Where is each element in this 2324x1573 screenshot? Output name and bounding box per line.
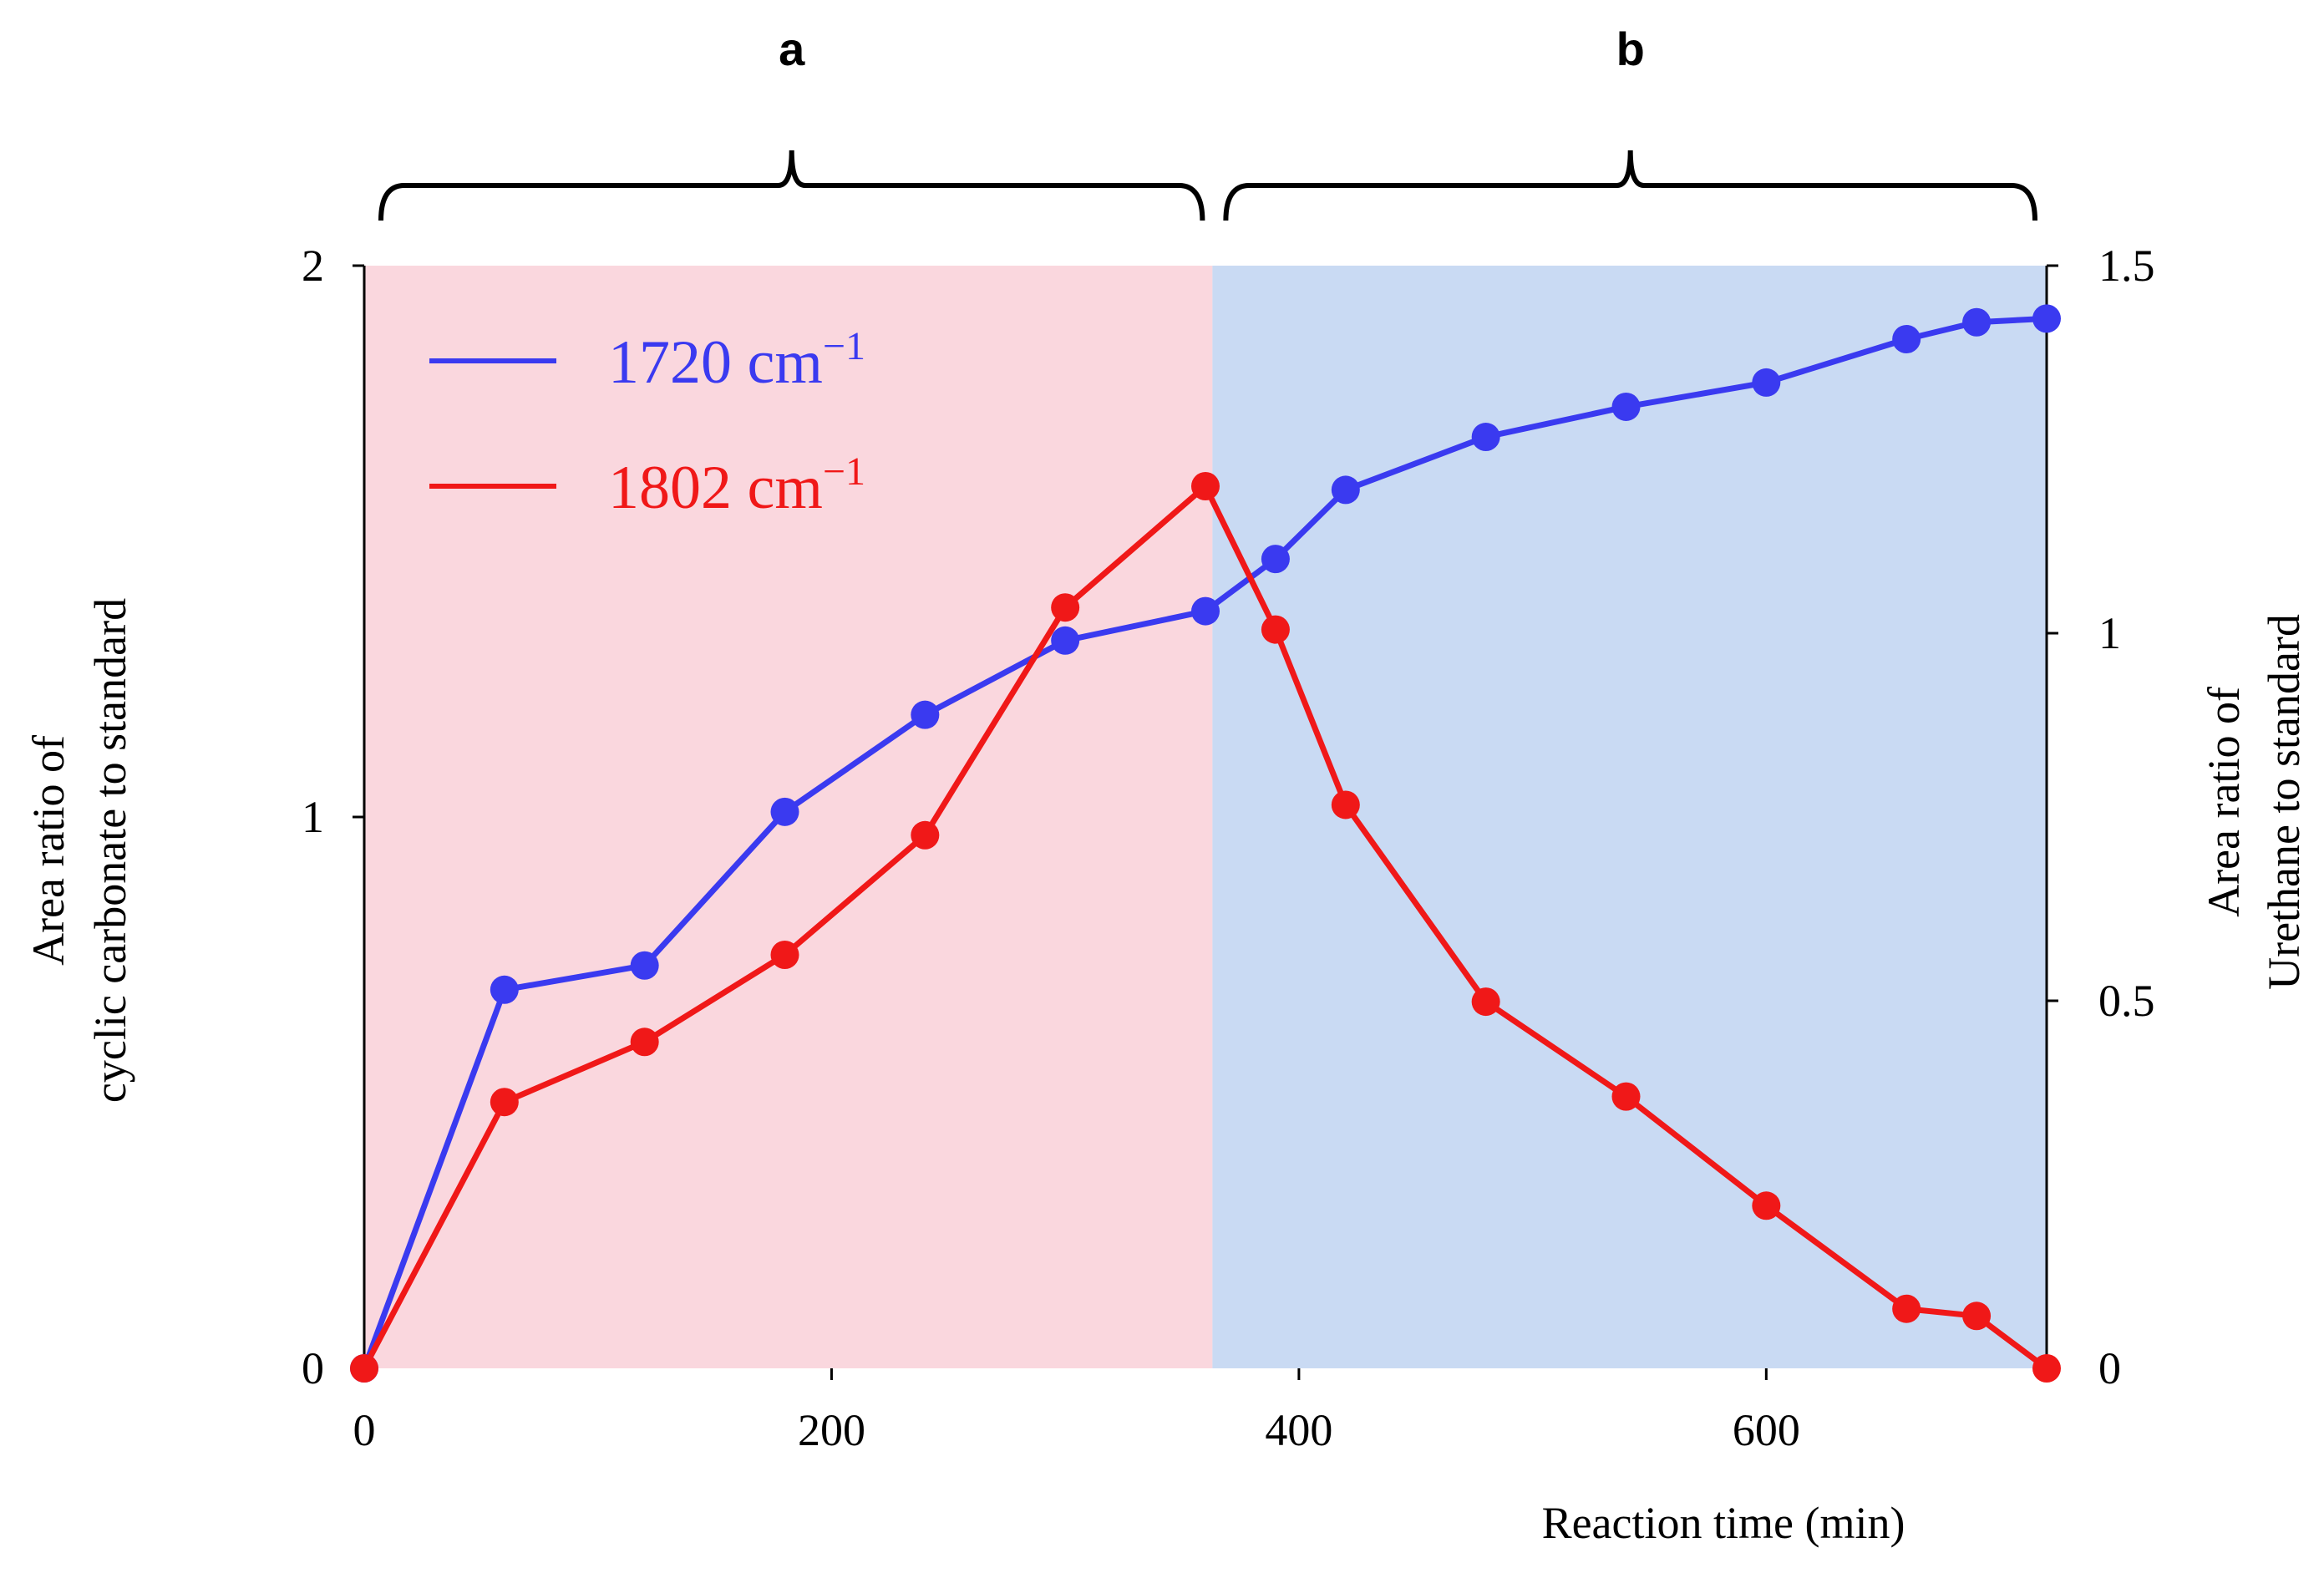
- legend-label-1720: 1720 cm−1: [608, 324, 865, 397]
- y-right-tick-label: 0.5: [2098, 976, 2155, 1026]
- legend-label-1802: 1802 cm−1: [608, 449, 865, 522]
- data-point-1720: [630, 951, 659, 980]
- y-left-tick-label: 2: [302, 241, 324, 291]
- data-point-1720: [1892, 325, 1921, 353]
- data-point-1720: [770, 797, 799, 826]
- data-point-1802: [2032, 1354, 2061, 1383]
- x-tick-label: 200: [798, 1405, 865, 1455]
- y-right-tick-label: 1.5: [2098, 241, 2155, 291]
- data-point-1720: [1611, 392, 1641, 421]
- bracket-a: [378, 150, 1205, 221]
- data-point-1802: [1471, 987, 1500, 1017]
- region-b: [1212, 266, 2047, 1368]
- data-point-1720: [1191, 596, 1220, 626]
- legend: 1720 cm−1 1802 cm−1: [429, 324, 865, 522]
- data-point-1802: [1752, 1191, 1781, 1220]
- data-point-1802: [630, 1028, 659, 1057]
- data-point-1720: [1331, 475, 1360, 505]
- data-point-1720: [2032, 304, 2061, 333]
- data-point-1802: [1261, 615, 1290, 644]
- x-axis-title: Reaction time (min): [1542, 1498, 1905, 1548]
- series: [350, 304, 2061, 1383]
- y-right-axis-title-line-1: Area ratio of: [2199, 687, 2249, 917]
- data-point-1802: [1962, 1302, 1992, 1331]
- y-left-tick-label: 1: [302, 792, 324, 842]
- x-tick-label: 400: [1265, 1405, 1332, 1455]
- y-left-axis-title-line-1: Area ratio of: [23, 735, 74, 966]
- phase-label-a: a: [779, 23, 805, 75]
- y-right-axis-title-line-2: Urethane to standard: [2259, 614, 2309, 990]
- axis-ticks: 0 200 400 600 0 1 2 0 0.5 1 1.5: [302, 241, 2155, 1455]
- shaded-regions: [364, 266, 2047, 1368]
- data-point-1720: [1471, 423, 1500, 452]
- data-point-1802: [770, 941, 799, 969]
- data-point-1720: [911, 700, 940, 729]
- data-point-1802: [350, 1354, 378, 1383]
- y-right-tick-label: 0: [2098, 1343, 2121, 1393]
- data-point-1720: [1752, 368, 1781, 397]
- data-point-1802: [1611, 1082, 1641, 1111]
- y-left-tick-label: 0: [302, 1343, 324, 1393]
- data-point-1802: [1331, 790, 1360, 819]
- data-point-1720: [1962, 307, 1992, 337]
- data-point-1802: [1892, 1294, 1921, 1323]
- x-tick-label: 600: [1733, 1405, 1800, 1455]
- data-point-1720: [490, 975, 519, 1004]
- data-point-1720: [1261, 545, 1290, 574]
- y-right-tick-label: 1: [2098, 608, 2121, 658]
- phase-label-b: b: [1616, 23, 1645, 75]
- data-point-1802: [1051, 593, 1080, 622]
- bracket-b: [1223, 150, 2037, 221]
- y-left-axis-title-line-2: cyclic carbonate to standard: [85, 598, 135, 1103]
- data-point-1802: [490, 1088, 519, 1117]
- data-point-1720: [1051, 626, 1080, 655]
- data-point-1802: [1191, 472, 1220, 500]
- data-point-1802: [911, 820, 940, 850]
- x-tick-label: 0: [353, 1405, 376, 1455]
